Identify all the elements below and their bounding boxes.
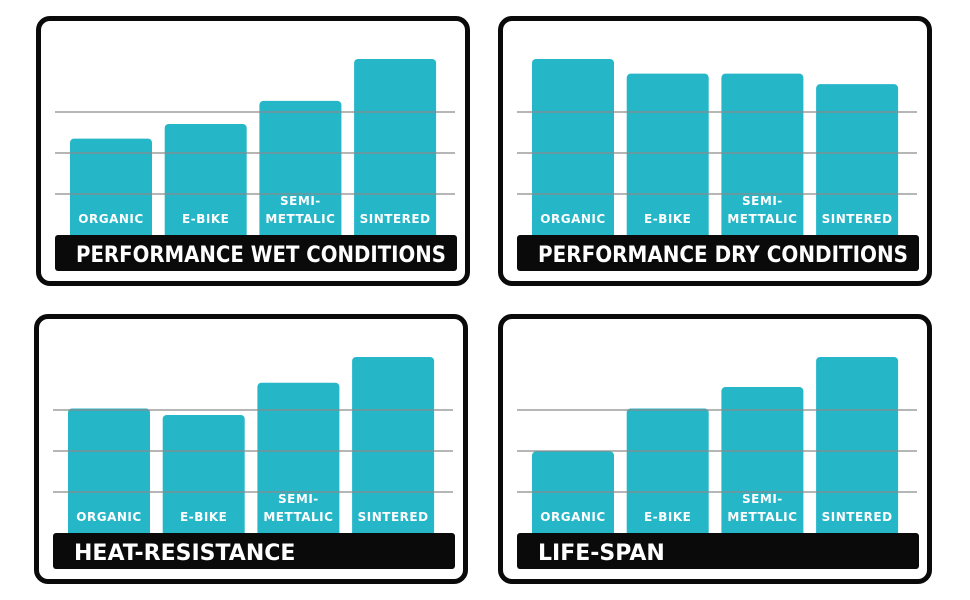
category-label: SINTERED — [360, 212, 431, 226]
title-band — [53, 533, 455, 569]
title-band — [517, 533, 919, 569]
bar — [816, 357, 899, 539]
title-band — [55, 235, 457, 271]
chart-panel-heat: ORGANIC E-BIKE SEMI-METTALIC SINTERED HEAT-R… — [34, 314, 468, 584]
bar — [70, 138, 152, 241]
chart-title: HEAT-RESISTANCE — [74, 541, 295, 566]
chart-title: LIFE-SPAN — [538, 541, 665, 566]
category-label: SEMI-METTALIC — [727, 492, 797, 524]
category-label: SEMI-METTALIC — [263, 492, 333, 524]
category-label: SINTERED — [822, 510, 893, 524]
chart-panel-lifespan: ORGANIC E-BIKE SEMI-METTALIC SINTERED LIFE-S… — [498, 314, 932, 584]
bar — [721, 73, 804, 241]
bar — [352, 357, 435, 539]
category-label: E-BIKE — [182, 212, 229, 226]
category-label: SINTERED — [822, 212, 893, 226]
category-label: E-BIKE — [644, 212, 691, 226]
chart-svg: ORGANIC E-BIKE SEMI-METTALIC SINTERED HEAT-R… — [53, 357, 455, 569]
category-label: ORGANIC — [540, 510, 605, 524]
bar — [626, 408, 709, 539]
chart-title: PERFORMANCE WET CONDITIONS — [76, 243, 446, 268]
chart-title: PERFORMANCE DRY CONDITIONS — [538, 243, 908, 268]
chart-svg: ORGANIC E-BIKE SEMI-METTALIC SINTERED PERFOR… — [55, 59, 457, 271]
bar — [721, 387, 804, 539]
bar — [816, 84, 899, 241]
bar — [257, 382, 340, 539]
chart-panel-wet: ORGANIC E-BIKE SEMI-METTALIC SINTERED PERFOR… — [36, 16, 470, 286]
bar — [626, 73, 709, 241]
bar — [259, 100, 342, 242]
chart-svg: ORGANIC E-BIKE SEMI-METTALIC SINTERED LIFE-S… — [517, 357, 919, 569]
bar — [354, 59, 437, 241]
bar — [532, 59, 614, 241]
category-label: ORGANIC — [76, 510, 141, 524]
category-label: SEMI-METTALIC — [727, 194, 797, 226]
chart-panel-dry: ORGANIC E-BIKE SEMI-METTALIC SINTERED PERFOR… — [498, 16, 932, 286]
category-label: SEMI-METTALIC — [265, 194, 335, 226]
category-label: ORGANIC — [78, 212, 143, 226]
category-label: E-BIKE — [644, 510, 691, 524]
bar — [68, 408, 150, 539]
title-band — [517, 235, 919, 271]
category-label: E-BIKE — [180, 510, 227, 524]
category-label: ORGANIC — [540, 212, 605, 226]
chart-svg: ORGANIC E-BIKE SEMI-METTALIC SINTERED PERFOR… — [517, 59, 919, 271]
category-label: SINTERED — [358, 510, 429, 524]
bar — [162, 414, 245, 539]
bar — [532, 451, 614, 539]
